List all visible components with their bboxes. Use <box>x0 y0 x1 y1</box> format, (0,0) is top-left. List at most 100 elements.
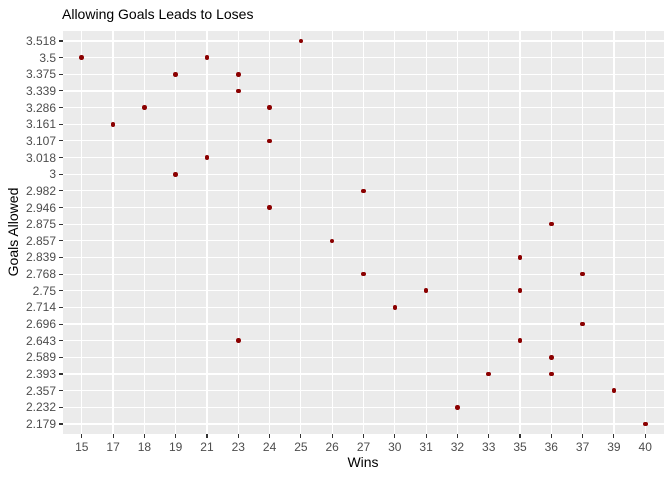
data-point <box>267 105 272 110</box>
x-tick-label: 32 <box>450 440 465 454</box>
x-tick-label: 35 <box>513 440 527 454</box>
gridline-horizontal <box>63 390 664 392</box>
gridline-vertical <box>175 31 177 434</box>
data-point <box>173 71 178 77</box>
data-point <box>580 321 585 327</box>
y-tick-mark <box>58 157 63 159</box>
x-tick-mark <box>519 434 521 438</box>
gridline-horizontal <box>63 256 664 259</box>
y-tick-label: 2.714 <box>25 300 56 315</box>
x-tick-label: 25 <box>294 440 308 454</box>
data-point <box>611 388 617 393</box>
data-point <box>204 55 210 60</box>
x-tick-mark <box>269 434 271 438</box>
x-tick-label: 30 <box>388 440 402 454</box>
gridline-horizontal <box>63 107 664 109</box>
y-tick-label: 2.179 <box>25 417 56 431</box>
data-point <box>267 205 272 210</box>
gridline-vertical <box>550 31 552 434</box>
gridline-horizontal <box>63 240 664 242</box>
x-tick-label: 31 <box>419 440 433 454</box>
gridline-vertical <box>143 31 145 434</box>
x-tick-mark <box>488 434 490 438</box>
gridline-horizontal <box>63 57 664 59</box>
y-tick-mark <box>58 373 63 375</box>
y-tick-label: 2.75 <box>32 283 56 298</box>
gridline-vertical <box>394 31 396 434</box>
x-tick-mark <box>300 434 302 438</box>
x-tick-mark <box>175 434 177 438</box>
y-tick-label: 3.161 <box>25 117 56 132</box>
y-tick-label: 2.393 <box>25 367 56 382</box>
x-tick-mark <box>143 434 145 438</box>
x-tick-mark <box>613 434 615 438</box>
x-tick-mark <box>112 434 114 438</box>
y-axis-title: Goals Allowed <box>5 187 21 277</box>
gridline-horizontal <box>63 173 664 175</box>
x-tick-mark <box>237 434 239 438</box>
y-tick-mark <box>58 273 63 275</box>
x-tick-mark <box>644 434 646 438</box>
y-tick-mark <box>58 57 63 59</box>
data-point <box>298 38 304 44</box>
y-tick-mark <box>58 90 63 92</box>
x-tick-label: 33 <box>482 440 496 454</box>
y-tick-label: 2.839 <box>25 250 56 265</box>
x-tick-mark <box>394 434 396 438</box>
y-tick-mark <box>58 290 63 292</box>
x-tick-label: 27 <box>356 440 371 454</box>
gridline-vertical <box>456 31 458 434</box>
gridline-vertical <box>425 31 427 434</box>
y-tick-label: 2.982 <box>25 183 56 198</box>
data-point <box>235 338 241 344</box>
y-tick-mark <box>58 40 63 42</box>
x-tick-label: 39 <box>607 440 621 454</box>
y-tick-label: 2.357 <box>25 383 56 398</box>
gridline-horizontal <box>63 223 664 225</box>
y-tick-mark <box>58 240 63 242</box>
data-point <box>549 355 554 360</box>
gridline-horizontal <box>63 323 664 325</box>
gridline-vertical <box>268 31 271 434</box>
gridline-vertical <box>362 31 365 434</box>
gridline-vertical <box>300 31 302 434</box>
y-tick-label: 2.875 <box>25 217 56 232</box>
y-tick-label: 3.286 <box>25 100 56 115</box>
gridline-vertical <box>582 31 584 434</box>
plot-panel <box>63 31 664 434</box>
x-axis-title: Wins <box>347 454 379 470</box>
y-tick-mark <box>58 306 63 308</box>
y-tick-label: 3 <box>49 167 56 182</box>
x-tick-mark <box>456 434 458 438</box>
y-tick-label: 2.946 <box>25 200 56 215</box>
x-tick-label: 24 <box>262 440 277 454</box>
gridline-horizontal <box>63 423 664 425</box>
y-tick-label: 3.518 <box>25 33 56 48</box>
gridline-horizontal <box>63 90 664 92</box>
data-point <box>517 338 523 344</box>
x-tick-label: 21 <box>200 440 214 454</box>
gridline-horizontal <box>63 306 664 309</box>
gridline-vertical <box>81 31 83 434</box>
gridline-vertical <box>519 31 521 434</box>
data-point <box>204 155 210 160</box>
gridline-horizontal <box>63 123 664 125</box>
y-tick-label: 2.768 <box>25 267 56 282</box>
data-point <box>110 121 116 127</box>
x-tick-mark <box>582 434 584 438</box>
x-tick-label: 15 <box>75 440 89 454</box>
x-tick-mark <box>550 434 552 438</box>
chart-title: Allowing Goals Leads to Loses <box>62 6 254 22</box>
gridline-horizontal <box>63 40 664 42</box>
x-tick-mark <box>425 434 427 438</box>
x-tick-label: 17 <box>106 440 120 454</box>
x-tick-label: 26 <box>325 440 339 454</box>
gridline-vertical <box>613 31 615 434</box>
data-point <box>361 188 366 194</box>
y-tick-mark <box>58 390 63 392</box>
data-point <box>517 288 523 294</box>
y-tick-mark <box>58 173 63 175</box>
x-tick-mark <box>206 434 208 438</box>
y-tick-label: 3.107 <box>25 133 56 148</box>
